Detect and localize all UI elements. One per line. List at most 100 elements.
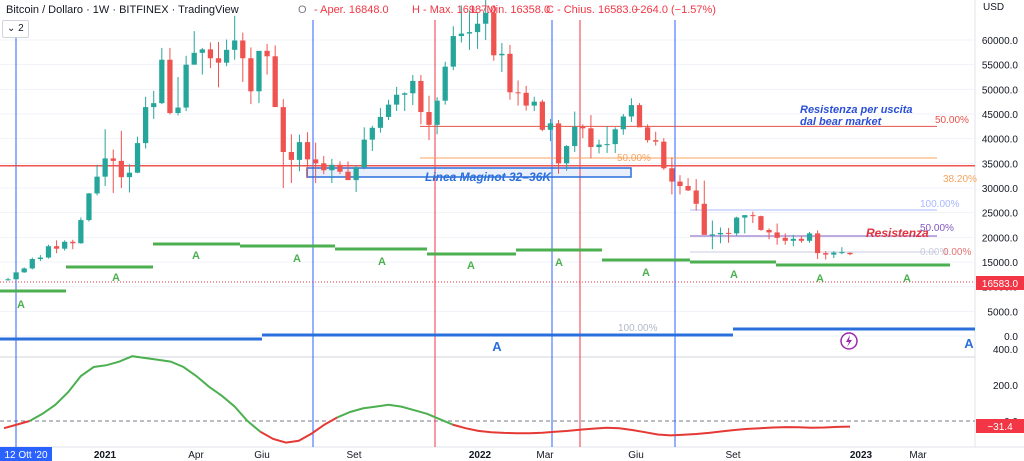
- maginot-zone-box[interactable]: [306, 167, 632, 178]
- candle-body: [450, 36, 456, 67]
- candle-body: [531, 101, 537, 106]
- candle-body: [628, 105, 635, 117]
- osc-value-label: −31.4: [987, 422, 1013, 433]
- price-tick-label: 15000.0: [982, 258, 1019, 269]
- price-tick-label: 35000.0: [982, 159, 1019, 170]
- candle-body: [831, 252, 837, 255]
- symbol-title[interactable]: Bitcoin / Dollaro · 1W · BITFINEX · Trad…: [6, 4, 239, 16]
- currency-label[interactable]: USD: [983, 2, 1005, 13]
- pattern-label-a: A: [192, 250, 200, 262]
- candle-body: [304, 142, 311, 160]
- candle-body: [21, 268, 27, 273]
- time-tick-label: 2023: [850, 450, 873, 461]
- pattern-label-a: A: [378, 256, 386, 268]
- candle-body: [321, 163, 327, 171]
- candle-body: [102, 158, 108, 177]
- candle-body: [823, 253, 829, 255]
- candle-body: [86, 193, 92, 221]
- price-tick-label: 40000.0: [982, 135, 1019, 146]
- oscillator-line: [3, 420, 30, 430]
- candle-body: [418, 80, 424, 113]
- candle-body: [798, 238, 805, 241]
- candle-body: [215, 58, 222, 63]
- candle-body: [547, 123, 554, 130]
- oscillator-line: [336, 403, 453, 426]
- price-tick-label: 5000.0: [987, 307, 1018, 318]
- candle-body: [410, 80, 416, 94]
- candle-body: [434, 100, 440, 125]
- osc-tick-label: 400.0: [993, 345, 1018, 356]
- annotation-resistance-title: Resistenza per uscita: [800, 104, 913, 116]
- candle-body: [644, 127, 651, 141]
- indicators-dropdown-button[interactable]: ⌄ 2: [2, 20, 29, 38]
- time-tick-label: Apr: [188, 450, 204, 461]
- time-tick-label: Set: [346, 450, 361, 461]
- candle-body: [653, 140, 659, 142]
- open-value: - Aper. 16848.0: [314, 4, 389, 16]
- candle-body: [53, 246, 60, 249]
- oscillator-line: [452, 423, 851, 437]
- price-tick-label: 60000.0: [982, 36, 1019, 47]
- candle-body: [612, 129, 618, 145]
- candle-body: [159, 59, 165, 104]
- price-tick-label: 20000.0: [982, 233, 1019, 244]
- candle-body: [369, 127, 375, 140]
- candle-body: [264, 50, 270, 57]
- last-price-badge: [976, 276, 1024, 290]
- candle-body: [604, 144, 610, 146]
- candle-body: [393, 94, 400, 105]
- candle-body: [669, 168, 675, 182]
- candle-body: [37, 257, 44, 260]
- candle-body: [256, 50, 262, 92]
- candle-body: [725, 232, 732, 234]
- annotation-maginot: Linea Maginot 32–36K: [425, 170, 552, 184]
- candle-body: [580, 126, 586, 129]
- candle-body: [223, 49, 230, 63]
- high-value: H - Max. 16987.0: [412, 4, 497, 16]
- pattern-label-a: A: [816, 273, 824, 285]
- candle-body: [588, 128, 594, 148]
- pattern-label-a: A: [112, 272, 120, 284]
- candle-body: [474, 23, 481, 33]
- candle-body: [677, 181, 683, 187]
- candle-body: [717, 232, 724, 235]
- last-price-label: 16583.0: [982, 279, 1019, 290]
- price-tick-label: 55000.0: [982, 61, 1019, 72]
- candle-body: [329, 164, 335, 171]
- candle-body: [402, 93, 408, 95]
- candle-body: [377, 116, 384, 128]
- candle-body: [620, 116, 626, 130]
- oscillator-line: [259, 416, 338, 444]
- candle-body: [466, 32, 473, 34]
- candle-body: [750, 215, 756, 217]
- pattern-label-a-axis: A: [964, 336, 974, 351]
- fib-level-label: 50.00%: [617, 153, 651, 164]
- candle-body: [499, 53, 505, 56]
- candle-body: [110, 158, 116, 161]
- candle-body: [385, 104, 392, 117]
- candle-body: [709, 234, 715, 236]
- candle-body: [175, 107, 181, 114]
- candle-body: [45, 246, 52, 258]
- flash-icon-bolt: [846, 335, 852, 347]
- time-tick-label: Giu: [628, 450, 644, 461]
- time-cursor-label: 12 Ott '20: [4, 450, 47, 461]
- candle-body: [183, 64, 189, 108]
- pattern-label-a: A: [293, 253, 301, 265]
- candle-body: [790, 238, 796, 241]
- candle-body: [734, 217, 740, 234]
- fib-level-label: 0.00%: [943, 247, 971, 258]
- candle-body: [199, 49, 205, 53]
- candle-body: [207, 49, 214, 59]
- candle-body: [280, 107, 286, 152]
- time-tick-label: Mar: [536, 450, 554, 461]
- candle-body: [313, 159, 319, 164]
- time-tick-label: Giu: [254, 450, 270, 461]
- close-value: C - Chius. 16583.0: [546, 4, 638, 16]
- candle-body: [539, 101, 545, 130]
- fib-level-label: 100.00%: [618, 323, 658, 334]
- candle-body: [167, 59, 173, 114]
- fib-level-label: 0.00%: [920, 247, 948, 258]
- candle-body: [782, 237, 788, 241]
